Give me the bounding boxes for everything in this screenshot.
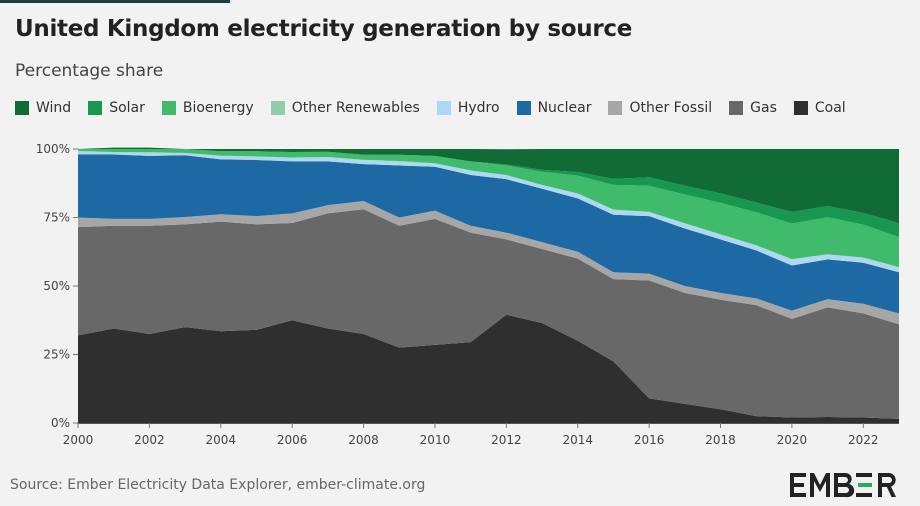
legend-label: Solar — [109, 100, 145, 116]
y-tick-label: 100% — [36, 142, 70, 156]
chart-subtitle: Percentage share — [15, 61, 164, 81]
x-tick-label: 2020 — [777, 433, 808, 447]
legend-label: Other Renewables — [291, 100, 420, 116]
area-hydro — [78, 151, 899, 273]
x-tick-label: 2010 — [420, 433, 451, 447]
area-wind — [78, 147, 899, 224]
legend-item-bioenergy: Bioenergy — [161, 100, 254, 116]
legend-label: Nuclear — [537, 100, 592, 116]
legend-item-solar: Solar — [88, 100, 145, 116]
legend-swatch — [88, 101, 103, 115]
legend-label: Other Fossil — [629, 100, 713, 116]
area-gas — [78, 209, 899, 419]
legend-item-nuclear: Nuclear — [516, 100, 592, 116]
legend-label: Wind — [36, 100, 72, 116]
x-tick-label: 2022 — [848, 433, 879, 447]
y-tick-label: 50% — [43, 279, 70, 293]
chart-legend: Wind Solar Bioenergy Other Renewables Hydro N… — [15, 100, 863, 116]
legend-swatch — [729, 101, 744, 115]
legend-swatch — [436, 101, 451, 115]
top-accent-bar — [0, 0, 230, 3]
x-tick-label: 2002 — [134, 433, 165, 447]
chart-title: United Kingdom electricity generation by… — [15, 16, 632, 42]
x-tick-label: 2014 — [562, 433, 593, 447]
y-tick-label: 25% — [43, 348, 70, 362]
area-bioenergy — [78, 149, 899, 268]
legend-swatch — [15, 101, 29, 115]
legend-item-coal: Coal — [793, 100, 846, 116]
area-other-fossil — [78, 201, 899, 325]
legend-label: Bioenergy — [182, 100, 254, 116]
x-tick-label: 2016 — [634, 433, 665, 447]
y-tick-label: 0% — [51, 416, 70, 430]
legend-item-wind: Wind — [15, 100, 71, 116]
legend-label: Gas — [750, 100, 777, 116]
legend-item-other-renewables: Other Renewables — [270, 100, 420, 116]
legend-label: Coal — [814, 100, 846, 116]
area-nuclear — [78, 154, 899, 314]
source-note: Source: Ember Electricity Data Explorer,… — [10, 477, 426, 493]
x-tick-label: 2000 — [63, 433, 94, 447]
legend-swatch — [270, 101, 285, 115]
legend-item-gas: Gas — [729, 100, 777, 116]
x-tick-label: 2004 — [206, 433, 237, 447]
ember-logo — [790, 473, 896, 498]
area-coal — [78, 314, 899, 423]
legend-item-other-fossil: Other Fossil — [608, 100, 712, 116]
x-tick-label: 2012 — [491, 433, 522, 447]
legend-swatch — [161, 101, 176, 115]
legend-item-hydro: Hydro — [436, 100, 500, 116]
legend-swatch — [793, 101, 808, 115]
y-tick-label: 75% — [43, 211, 70, 225]
x-tick-label: 2006 — [277, 433, 308, 447]
area-other-renewables — [78, 150, 899, 268]
stacked-area-chart: 0% 25% 50% 75% 100% 2000 2002 2004 2006 2008 2010 2… — [36, 142, 899, 447]
legend-swatch — [516, 101, 531, 115]
legend-swatch — [608, 101, 623, 115]
x-tick-label: 2008 — [348, 433, 379, 447]
legend-label: Hydro — [457, 100, 500, 116]
x-tick-label: 2018 — [705, 433, 736, 447]
